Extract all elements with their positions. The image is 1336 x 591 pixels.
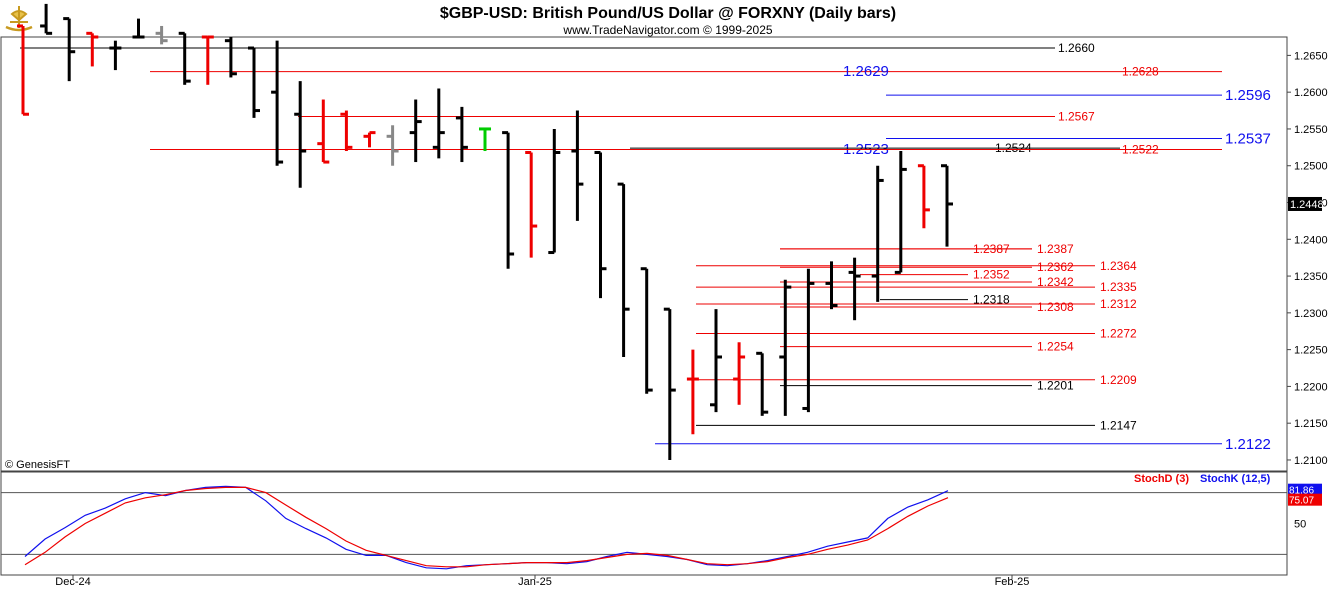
price-tick-label: 1.2150 (1294, 418, 1328, 430)
level-label: 1.2122 (1225, 436, 1271, 453)
level-label: 1.2272 (1100, 326, 1137, 340)
ohlc-bars (17, 3, 953, 460)
support-resistance-levels: 1.2660 1.2628 1.2629 1.2596 1.2567 1.2537 1.25… (20, 41, 1271, 453)
chart-title: $GBP-USD: British Pound/US Dollar @ FORX… (440, 5, 896, 22)
level-label: 1.2567 (1058, 109, 1095, 123)
stochastic-series-line (24, 486, 949, 568)
last-price-label: 1.2448 (1290, 199, 1324, 211)
level-label: 1.2596 (1225, 87, 1271, 104)
level-label: 1.2335 (1100, 280, 1137, 294)
price-tick-label: 1.2400 (1294, 234, 1328, 246)
level-label: 1.2308 (1037, 300, 1074, 314)
last-price-box (1288, 196, 1322, 211)
level-label: 1.2352 (973, 268, 1010, 282)
level-label: 1.2628 (1122, 65, 1159, 79)
level-label: 1.2362 (1037, 260, 1074, 274)
level-label: 1.2629 (843, 63, 889, 80)
stochd-value-label: 75.07 (1289, 496, 1314, 507)
watermark: © GenesisFT (5, 459, 70, 471)
price-tick-label: 1.2100 (1294, 455, 1328, 467)
level-label: 1.2364 (1100, 259, 1137, 273)
last-price-marker: 1.2448 (1288, 196, 1324, 211)
price-tick-label: 1.2500 (1294, 161, 1328, 173)
legend-stochd: StochD (3) (1134, 473, 1189, 485)
price-tick-label: 1.2550 (1294, 124, 1328, 136)
stochk-value-box (1288, 483, 1322, 496)
stochastic-legend: StochD (3) StochK (12,5) (1134, 473, 1271, 485)
price-tick-label: 1.2650 (1294, 50, 1328, 62)
level-label: 1.2537 (1225, 131, 1271, 148)
level-label: 1.2660 (1058, 41, 1095, 55)
level-label: 1.2387 (973, 242, 1010, 256)
date-axis: Dec-24 Jan-25 Feb-25 (55, 575, 1029, 588)
price-tick-label: 1.2250 (1294, 345, 1328, 357)
level-label: 1.2387 (1037, 242, 1074, 256)
stochastic-panel (0, 471, 1288, 576)
date-tick-label: Jan-25 (518, 576, 552, 588)
stochk-value-label: 81.86 (1289, 486, 1314, 497)
level-label: 1.2254 (1037, 340, 1074, 354)
level-label: 1.2318 (973, 293, 1010, 307)
level-label: 1.2312 (1100, 297, 1137, 311)
sailing-ship-logo-icon (10, 6, 28, 28)
price-tick-label: 1.2300 (1294, 308, 1328, 320)
date-tick-label: Feb-25 (995, 576, 1030, 588)
price-tick-label: 1.2600 (1294, 87, 1328, 99)
stochd-value-box (1288, 493, 1322, 506)
date-tick-label: Dec-24 (55, 576, 90, 588)
stochastic-tick-label: 50 (1294, 519, 1306, 531)
level-label: 1.2524 (995, 141, 1032, 155)
chart-subtitle: www.TradeNavigator.com © 1999-2025 (562, 23, 772, 37)
level-label: 1.2201 (1037, 379, 1074, 393)
price-panel (0, 36, 1288, 472)
logo (3, 2, 35, 34)
level-label: 1.2342 (1037, 275, 1074, 289)
level-label: 1.2209 (1100, 373, 1137, 387)
legend-stochk: StochK (12,5) (1200, 473, 1271, 485)
level-label: 1.2147 (1100, 418, 1137, 432)
price-tick-label: 1.2200 (1294, 381, 1328, 393)
level-label: 1.2522 (1122, 143, 1159, 157)
price-axis: 1.26501.26001.25501.25001.24501.24001.23… (1287, 50, 1328, 467)
price-tick-label: 1.2350 (1294, 271, 1328, 283)
